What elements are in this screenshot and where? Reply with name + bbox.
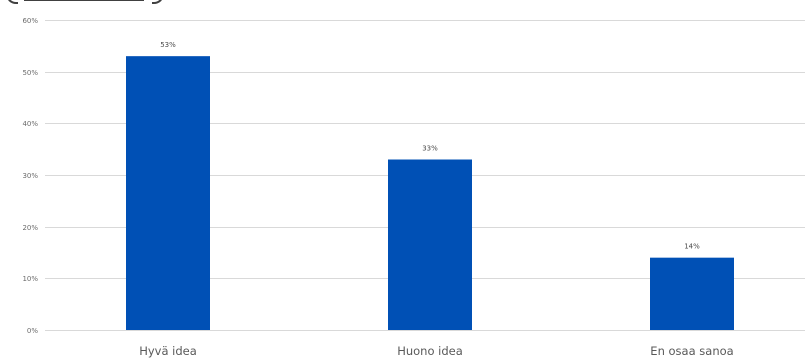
bar-en-osaa-sanoa [650, 257, 734, 330]
y-tick-label: 10% [22, 275, 38, 283]
y-tick-label: 30% [22, 172, 38, 180]
data-label: 33% [422, 145, 438, 153]
y-tick-label: 0% [27, 327, 38, 335]
x-category-label: En osaa sanoa [650, 344, 733, 358]
bar-huono-idea [388, 159, 472, 330]
title-glyph-middle [24, 0, 144, 1]
data-label: 53% [160, 41, 176, 49]
bar-hyv-idea [126, 56, 210, 331]
y-tick-label: 40% [22, 120, 38, 128]
data-label: 14% [684, 243, 700, 251]
y-axis-tick-labels: 0% 10% 20% 30% 40% 50% 60% [22, 17, 38, 335]
y-tick-label: 60% [22, 17, 38, 25]
x-category-label: Hyvä idea [139, 344, 197, 358]
data-labels: 53% 33% 14% [160, 41, 700, 251]
bars [126, 56, 734, 331]
y-tick-label: 20% [22, 224, 38, 232]
x-category-label: Huono idea [397, 344, 463, 358]
chart-title-fragment [6, 0, 176, 4]
y-tick-label: 50% [22, 69, 38, 77]
x-axis-category-labels: Hyvä idea Huono idea En osaa sanoa [139, 344, 734, 358]
